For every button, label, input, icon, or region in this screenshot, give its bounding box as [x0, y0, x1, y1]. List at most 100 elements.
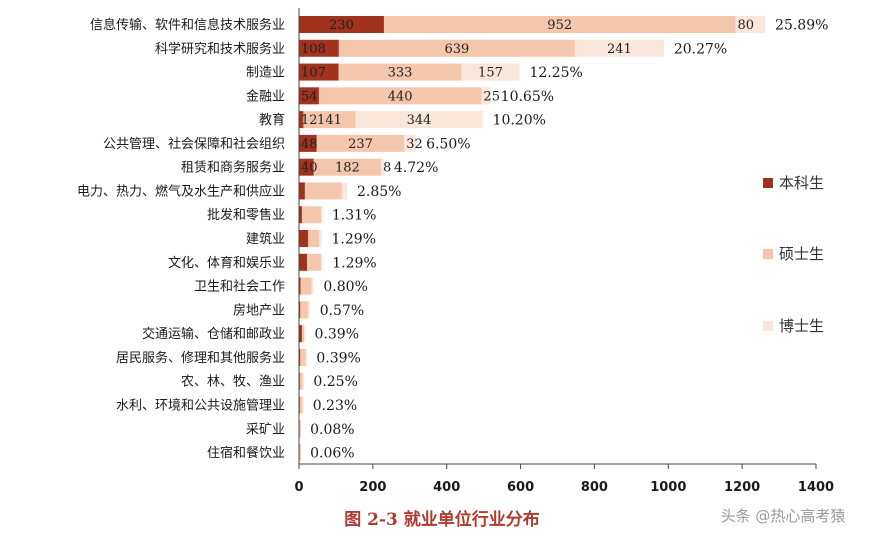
percentage-label: 2.85%: [357, 184, 401, 200]
labels-layer: 信息传输、软件和信息技术服务业 230 952 80 25.89% 科学研究和技术服务业 1…: [77, 17, 828, 462]
category-label: 信息传输、软件和信息技术服务业: [90, 17, 285, 33]
figure-caption: 图 2-3 就业单位行业分布: [344, 509, 540, 530]
bar-segment: [299, 277, 301, 295]
bar-segment: [319, 230, 322, 248]
segment-value-label: 440: [388, 89, 413, 104]
category-label: 公共管理、社会保障和社会组织: [103, 136, 285, 152]
legend-swatch: [763, 321, 773, 331]
legend-label: 博士生: [779, 317, 824, 335]
bar-segment: [304, 182, 342, 200]
segment-value-label: 40: [301, 161, 318, 176]
bar-segment: [311, 277, 314, 295]
category-label: 批发和零售业: [207, 207, 285, 223]
bar-segment: [303, 111, 356, 129]
bar-segment: [299, 63, 339, 81]
percentage-label: 6.50%: [426, 136, 470, 152]
percentage-label: 1.29%: [332, 232, 376, 248]
bar-segment: [308, 301, 310, 319]
category-label: 制造业: [246, 66, 285, 81]
category-label: 电力、热力、燃气及水生产和供应业: [77, 183, 285, 199]
x-tick-label: 0: [294, 480, 303, 495]
x-tick-label: 1400: [798, 480, 834, 495]
percentage-label: 10.65%: [501, 89, 554, 105]
segment-value-label: 54: [301, 89, 318, 104]
bar-segment: [299, 372, 303, 390]
x-tick-label: 400: [433, 480, 460, 495]
category-label: 租赁和商务服务业: [181, 160, 285, 176]
bar-segment: [299, 87, 319, 105]
x-tick-label: 1000: [650, 480, 686, 495]
legend-label: 硕士生: [779, 245, 824, 263]
percentage-label: 0.80%: [323, 279, 367, 295]
bar-segment: [404, 134, 417, 152]
category-label: 水利、环境和公共设施管理业: [116, 398, 285, 413]
category-label: 建筑业: [246, 231, 285, 247]
segment-value-label: 8: [383, 161, 391, 176]
bar-segment: [301, 325, 305, 343]
legend-label: 本科生: [779, 174, 824, 192]
x-tick-label: 600: [507, 480, 534, 495]
bar-segment: [380, 158, 384, 176]
bar-segment: [300, 348, 306, 366]
bar-segment: [307, 253, 322, 271]
category-label: 金融业: [246, 88, 285, 104]
bar-segment: [338, 63, 462, 81]
bar-segment: [299, 325, 302, 343]
bar-segment: [341, 182, 348, 200]
bar-segment: [300, 277, 312, 295]
segment-value-label: 157: [478, 66, 503, 81]
x-tick-label: 200: [359, 480, 386, 495]
category-label: 采矿业: [246, 422, 285, 437]
segment-value-label: 108: [301, 42, 326, 57]
bar-segment: [574, 39, 664, 57]
percentage-label: 1.29%: [332, 255, 376, 271]
bar-segment: [299, 301, 301, 319]
segment-value-label: 48: [301, 137, 318, 152]
percentage-label: 0.08%: [310, 422, 354, 438]
x-axis: 0 200 400 600 800 1000 1200 1400: [294, 8, 834, 495]
percentage-label: 12.25%: [529, 65, 582, 81]
segment-value-label: 241: [607, 42, 632, 57]
bar-segment: [305, 348, 308, 366]
percentage-label: 1.31%: [332, 208, 376, 224]
percentage-label: 0.57%: [320, 303, 364, 319]
bar-segment: [383, 16, 736, 33]
segment-value-label: 80: [737, 18, 754, 33]
segment-value-label: 344: [407, 113, 432, 128]
category-label: 居民服务、修理和其他服务业: [116, 350, 285, 366]
category-label: 文化、体育和娱乐业: [168, 255, 285, 271]
watermark: 头条 @热心高考猿: [721, 507, 846, 525]
bars-layer: [299, 16, 766, 462]
segment-value-label: 12: [301, 113, 318, 128]
bar-segment: [299, 39, 339, 57]
bar-segment: [299, 348, 301, 366]
bar-segment: [299, 230, 309, 248]
bar-segment: [299, 206, 302, 224]
bar-segment: [304, 325, 306, 343]
percentage-label: 10.20%: [493, 113, 546, 129]
segment-value-label: 952: [547, 18, 572, 33]
category-label: 住宿和餐饮业: [207, 445, 285, 461]
bar-segment: [299, 16, 384, 33]
percentage-label: 4.72%: [394, 160, 438, 176]
bar-segment: [299, 111, 304, 129]
category-label: 科学研究和技术服务业: [155, 41, 285, 57]
segment-value-label: 25: [483, 89, 500, 104]
segment-value-label: 333: [388, 66, 413, 81]
segment-value-label: 237: [348, 137, 373, 152]
bar-segment: [355, 111, 483, 129]
x-tick-label: 1200: [724, 480, 760, 495]
segment-value-label: 32: [406, 137, 423, 152]
segment-value-label: 141: [317, 113, 342, 128]
percentage-label: 0.06%: [310, 446, 354, 462]
bar-segment: [299, 253, 308, 271]
bar-segment: [299, 420, 301, 438]
percentage-label: 0.25%: [313, 374, 357, 390]
bar-segment: [300, 301, 309, 319]
segment-value-label: 182: [335, 161, 360, 176]
bar-segment: [299, 158, 314, 176]
bar-segment: [299, 444, 301, 462]
bar-segment: [318, 87, 482, 105]
bar-segment: [316, 134, 405, 152]
bar-segment: [302, 396, 304, 414]
